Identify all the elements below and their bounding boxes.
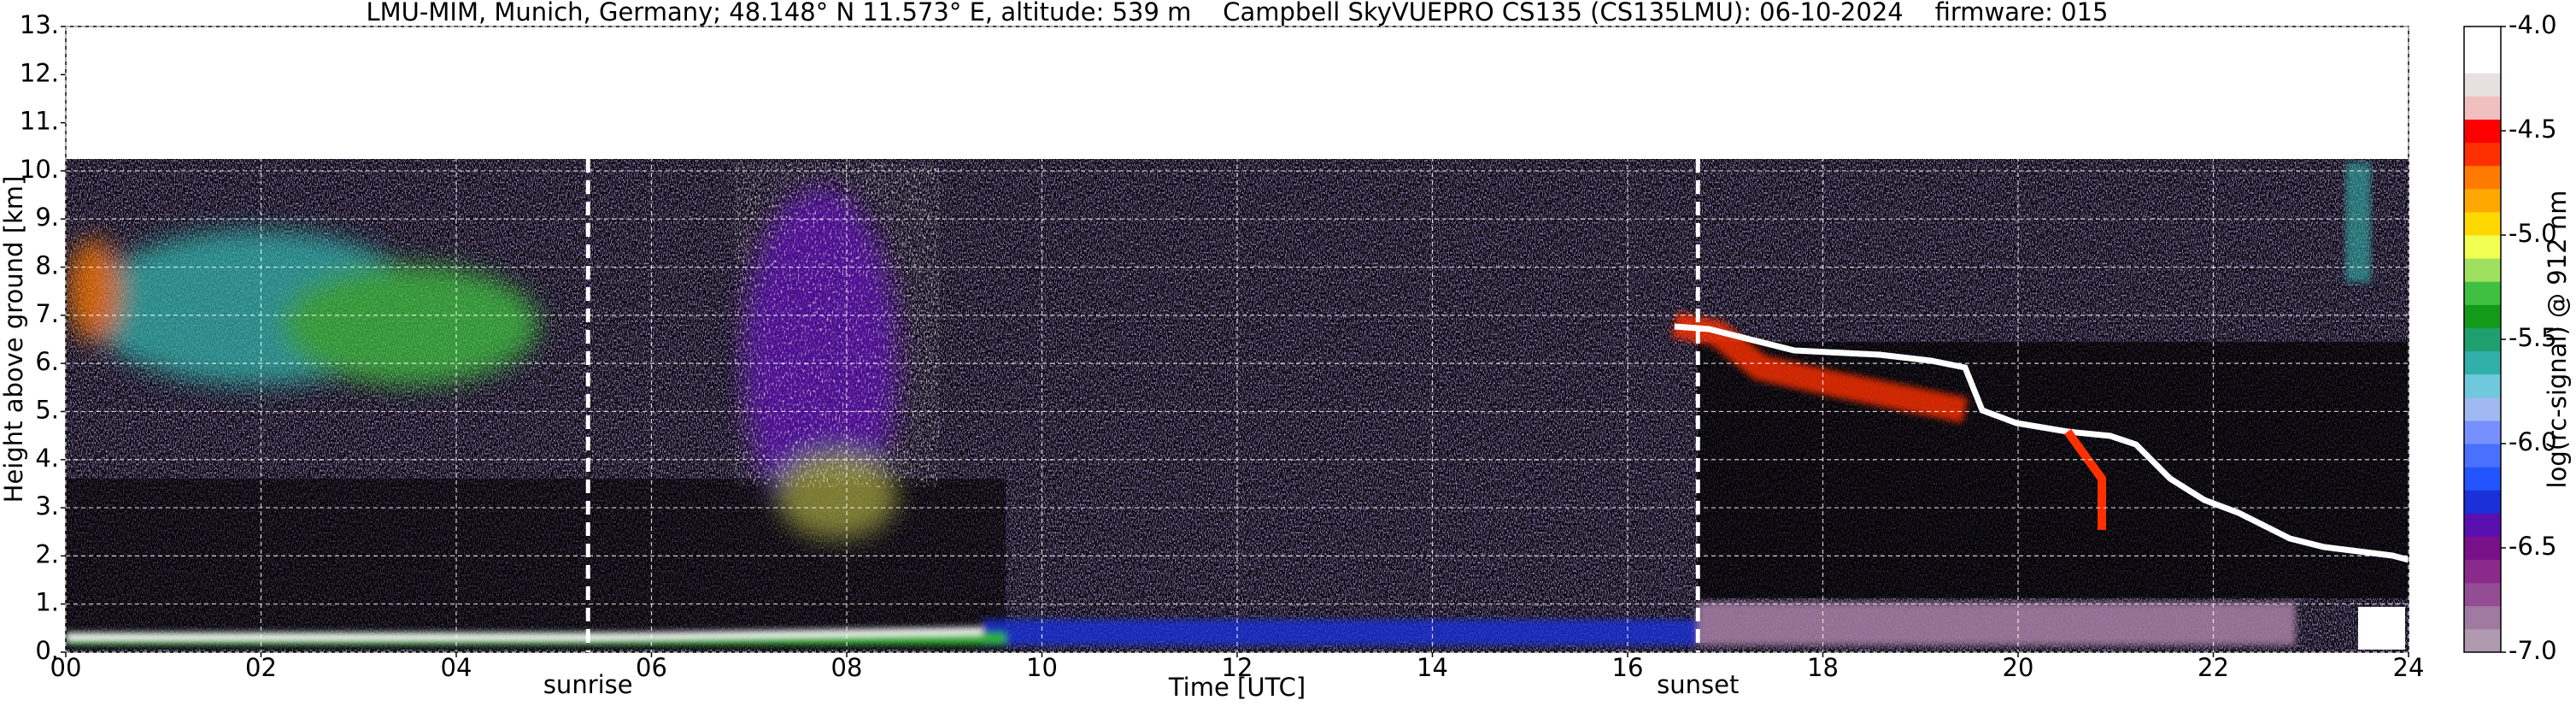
chart-title: LMU-MIM, Munich, Germany; 48.148° N 11.5… bbox=[367, 0, 2109, 26]
colorbar-segment bbox=[2464, 188, 2501, 213]
colorbar-segment bbox=[2464, 374, 2501, 398]
colorbar-segment bbox=[2464, 96, 2501, 120]
colorbar-segment bbox=[2464, 605, 2501, 630]
y-tick-label: 11. bbox=[20, 107, 59, 136]
x-tick-label: 00 bbox=[50, 653, 82, 682]
colorbar-segment bbox=[2464, 420, 2501, 444]
y-axis-label: Height above ground [km] bbox=[0, 176, 28, 503]
colorbar-segment bbox=[2464, 327, 2501, 352]
colorbar-segment bbox=[2464, 444, 2501, 468]
y-tick-label: 9. bbox=[35, 203, 59, 232]
colorbar-segment bbox=[2464, 258, 2501, 282]
y-tick-label: 4. bbox=[35, 444, 59, 473]
y-tick-label: 6. bbox=[35, 347, 59, 376]
colorbar-segment bbox=[2464, 26, 2501, 50]
y-tick-label: 0. bbox=[35, 636, 59, 665]
colorbar-segment bbox=[2464, 211, 2501, 236]
colorbar-segment bbox=[2464, 628, 2501, 653]
x-axis-label: Time [UTC] bbox=[1168, 673, 1306, 702]
x-tick-label: 04 bbox=[441, 653, 472, 682]
colorbar-tick-label: -5.5 bbox=[2509, 323, 2557, 352]
colorbar-segment bbox=[2464, 119, 2501, 144]
colorbar-tick-label: -4.0 bbox=[2509, 10, 2557, 39]
colorbar-segment bbox=[2464, 304, 2501, 328]
annotation-label: sunset bbox=[1657, 670, 1739, 699]
colorbar-segment bbox=[2464, 513, 2501, 537]
x-tick-label: 10 bbox=[1026, 653, 1058, 682]
colorbar-segment bbox=[2464, 350, 2501, 375]
colorbar-segment bbox=[2464, 281, 2501, 305]
colorbar-segment bbox=[2464, 73, 2501, 97]
annotation-label: sunrise bbox=[543, 670, 633, 699]
y-tick-label: 12. bbox=[20, 58, 59, 87]
x-tick-label: 12 bbox=[1222, 653, 1253, 682]
y-tick-label: 5. bbox=[35, 395, 59, 424]
colorbar-segment bbox=[2464, 397, 2501, 421]
x-tick-label: 14 bbox=[1417, 653, 1448, 682]
colorbar-segment bbox=[2464, 467, 2501, 491]
colorbar-segment bbox=[2464, 536, 2501, 561]
colorbar-tick-label: -6.5 bbox=[2509, 532, 2557, 561]
colorbar-tick-label: -5.0 bbox=[2509, 219, 2557, 248]
y-tick-label: 10. bbox=[20, 155, 59, 184]
y-tick-label: 8. bbox=[35, 251, 59, 280]
x-tick-label: 06 bbox=[636, 653, 667, 682]
x-tick-label: 08 bbox=[831, 653, 863, 682]
y-tick-label: 3. bbox=[35, 491, 59, 521]
colorbar-label: log(rc-signal) @ 912 nm bbox=[2543, 191, 2572, 489]
x-tick-label: 22 bbox=[2198, 653, 2229, 682]
y-tick-label: 2. bbox=[35, 539, 59, 568]
colorbar-tick-label: -4.5 bbox=[2509, 115, 2557, 144]
y-tick-label: 13. bbox=[20, 10, 59, 39]
colorbar-segment bbox=[2464, 559, 2501, 584]
colorbar-tick-label: -7.0 bbox=[2509, 636, 2557, 665]
y-tick-label: 1. bbox=[35, 588, 59, 617]
x-tick-label: 02 bbox=[245, 653, 277, 682]
x-tick-label: 24 bbox=[2393, 653, 2425, 682]
x-tick-label: 18 bbox=[1807, 653, 1839, 682]
colorbar-segment bbox=[2464, 490, 2501, 514]
colorbar-segment bbox=[2464, 142, 2501, 167]
colorbar-segment bbox=[2464, 165, 2501, 190]
colorbar-tick-label: -6.0 bbox=[2509, 427, 2557, 456]
colorbar-segment bbox=[2464, 50, 2501, 74]
x-tick-label: 16 bbox=[1612, 653, 1644, 682]
x-tick-label: 20 bbox=[2003, 653, 2034, 682]
colorbar-segment bbox=[2464, 235, 2501, 259]
y-tick-label: 7. bbox=[35, 299, 59, 328]
colorbar-segment bbox=[2464, 582, 2501, 607]
